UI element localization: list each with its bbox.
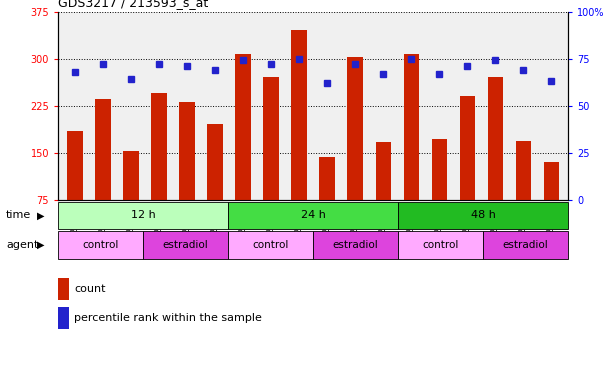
Text: count: count	[75, 284, 106, 294]
Bar	[313, 231, 398, 259]
Text: 48 h: 48 h	[470, 210, 496, 220]
Bar	[488, 78, 503, 247]
Bar	[263, 78, 279, 247]
Bar	[207, 124, 223, 247]
Bar	[58, 307, 69, 329]
Bar	[291, 30, 307, 247]
Bar	[58, 202, 228, 229]
Bar	[516, 141, 531, 247]
Text: time: time	[6, 210, 31, 220]
Text: ▶: ▶	[37, 240, 44, 250]
Bar	[95, 99, 111, 247]
Bar	[376, 142, 391, 247]
Bar	[398, 231, 483, 259]
Text: 24 h: 24 h	[301, 210, 326, 220]
Text: percentile rank within the sample: percentile rank within the sample	[75, 313, 262, 323]
Bar	[179, 103, 195, 247]
Text: control: control	[252, 240, 289, 250]
Text: control: control	[82, 240, 119, 250]
Text: control: control	[422, 240, 459, 250]
Bar	[58, 278, 69, 300]
Bar	[67, 131, 82, 247]
Text: estradiol: estradiol	[503, 240, 549, 250]
Bar	[320, 157, 335, 247]
Bar	[143, 231, 228, 259]
Bar	[152, 93, 167, 247]
Bar	[235, 53, 251, 247]
Bar	[348, 57, 363, 247]
Bar	[431, 139, 447, 247]
Text: ▶: ▶	[37, 210, 44, 220]
Bar	[228, 202, 398, 229]
Text: estradiol: estradiol	[163, 240, 208, 250]
Bar	[544, 162, 559, 247]
Bar	[398, 202, 568, 229]
Bar	[58, 231, 143, 259]
Bar	[459, 96, 475, 247]
Bar	[123, 151, 139, 247]
Bar	[483, 231, 568, 259]
Text: estradiol: estradiol	[333, 240, 379, 250]
Text: agent: agent	[6, 240, 38, 250]
Text: GDS3217 / 213593_s_at: GDS3217 / 213593_s_at	[58, 0, 208, 9]
Bar	[228, 231, 313, 259]
Text: 12 h: 12 h	[131, 210, 155, 220]
Bar	[403, 53, 419, 247]
